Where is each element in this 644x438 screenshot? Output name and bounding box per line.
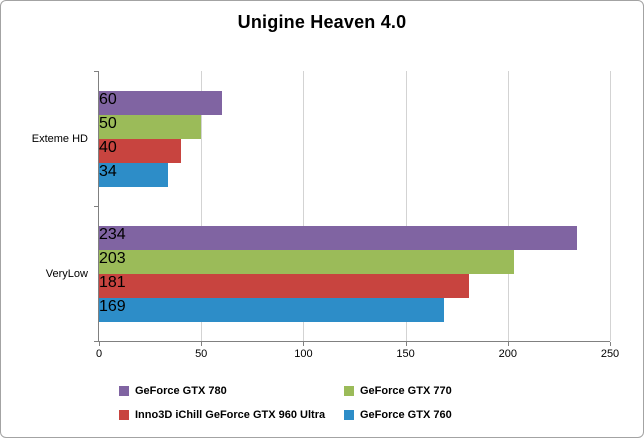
bar: 40 bbox=[99, 138, 181, 163]
category-label: VeryLow bbox=[45, 267, 88, 280]
bar: 169 bbox=[99, 297, 445, 322]
x-axis-tick-label: 100 bbox=[294, 348, 313, 360]
legend-item: GeForce GTX 760 bbox=[344, 409, 452, 421]
bar: 234 bbox=[99, 225, 578, 250]
legend-swatch bbox=[344, 386, 354, 396]
category-label: Exteme HD bbox=[31, 132, 88, 145]
y-axis-tick bbox=[94, 206, 98, 207]
bar: 60 bbox=[99, 90, 222, 115]
y-axis-tick bbox=[94, 71, 98, 72]
legend-label: GeForce GTX 780 bbox=[135, 385, 227, 397]
gridline bbox=[303, 71, 305, 341]
gridline bbox=[201, 71, 203, 341]
legend-label: GeForce GTX 770 bbox=[360, 385, 452, 397]
legend-item: GeForce GTX 780 bbox=[119, 385, 227, 397]
x-axis-tick-label: 0 bbox=[95, 348, 103, 360]
y-axis-tick bbox=[94, 341, 98, 342]
legend-item: Inno3D iChill GeForce GTX 960 Ultra bbox=[119, 409, 325, 421]
legend-label: GeForce GTX 760 bbox=[360, 409, 452, 421]
x-axis-tick-label: 150 bbox=[396, 348, 415, 360]
bar: 34 bbox=[99, 162, 169, 187]
x-axis-tick bbox=[507, 342, 509, 346]
x-axis-tick bbox=[99, 342, 100, 346]
legend-label: Inno3D iChill GeForce GTX 960 Ultra bbox=[135, 409, 326, 421]
x-axis-tick bbox=[303, 342, 305, 346]
plot-area: 0 50 100 150 200 250 60 50 40 34 Exteme HD 234 203 18… bbox=[32, 71, 619, 360]
category-band: 60 50 40 34 bbox=[99, 71, 610, 206]
gridline bbox=[610, 71, 611, 341]
gridline bbox=[507, 71, 509, 341]
chart-title: Unigine Heaven 4.0 bbox=[237, 12, 407, 32]
x-axis-tick bbox=[610, 342, 611, 346]
x-axis-tick-label: 250 bbox=[600, 348, 620, 360]
x-axis-tick bbox=[405, 342, 407, 346]
x-axis-tick-label: 200 bbox=[498, 348, 517, 360]
category-band: 234 203 181 169 bbox=[99, 206, 610, 341]
legend-swatch bbox=[119, 386, 129, 396]
bar: 203 bbox=[99, 249, 514, 274]
x-axis-tick-label: 50 bbox=[195, 348, 208, 360]
legend-swatch bbox=[119, 410, 129, 420]
bar: 181 bbox=[99, 273, 469, 298]
gridline bbox=[405, 71, 407, 341]
legend-swatch bbox=[344, 410, 354, 420]
legend-item: GeForce GTX 770 bbox=[344, 385, 452, 397]
x-axis-tick bbox=[201, 342, 203, 346]
bar: 50 bbox=[99, 114, 202, 139]
